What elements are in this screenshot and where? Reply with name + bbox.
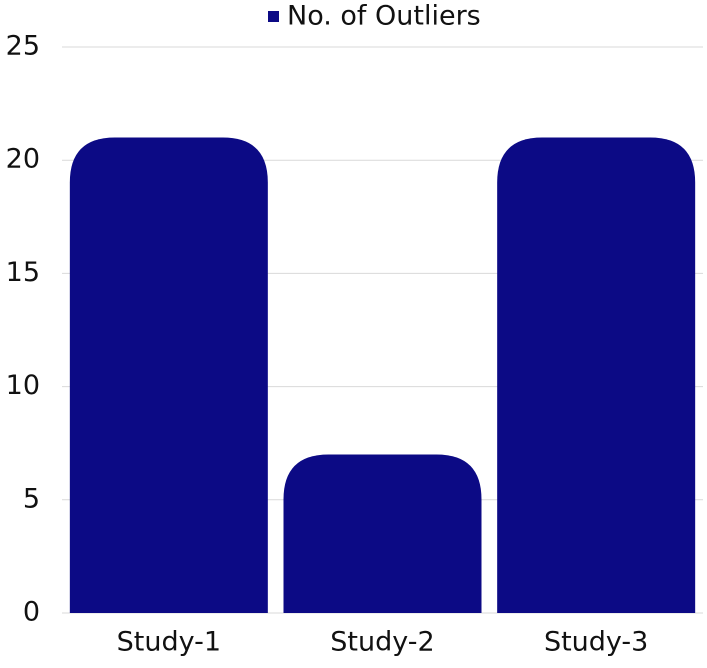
y-tick-label: 25 (6, 31, 40, 62)
y-tick-label: 0 (23, 597, 40, 628)
legend-swatch (268, 11, 279, 22)
bar (69, 137, 268, 613)
x-tick-label: Study-1 (117, 627, 221, 658)
y-tick-label: 10 (6, 370, 40, 401)
x-tick-label: Study-2 (330, 627, 434, 658)
bar (497, 137, 696, 613)
x-tick-label: Study-3 (544, 627, 648, 658)
y-tick-label: 5 (23, 483, 40, 514)
y-tick-label: 15 (6, 257, 40, 288)
legend-label: No. of Outliers (287, 1, 481, 32)
y-tick-label: 20 (6, 144, 40, 175)
bar (283, 454, 482, 613)
